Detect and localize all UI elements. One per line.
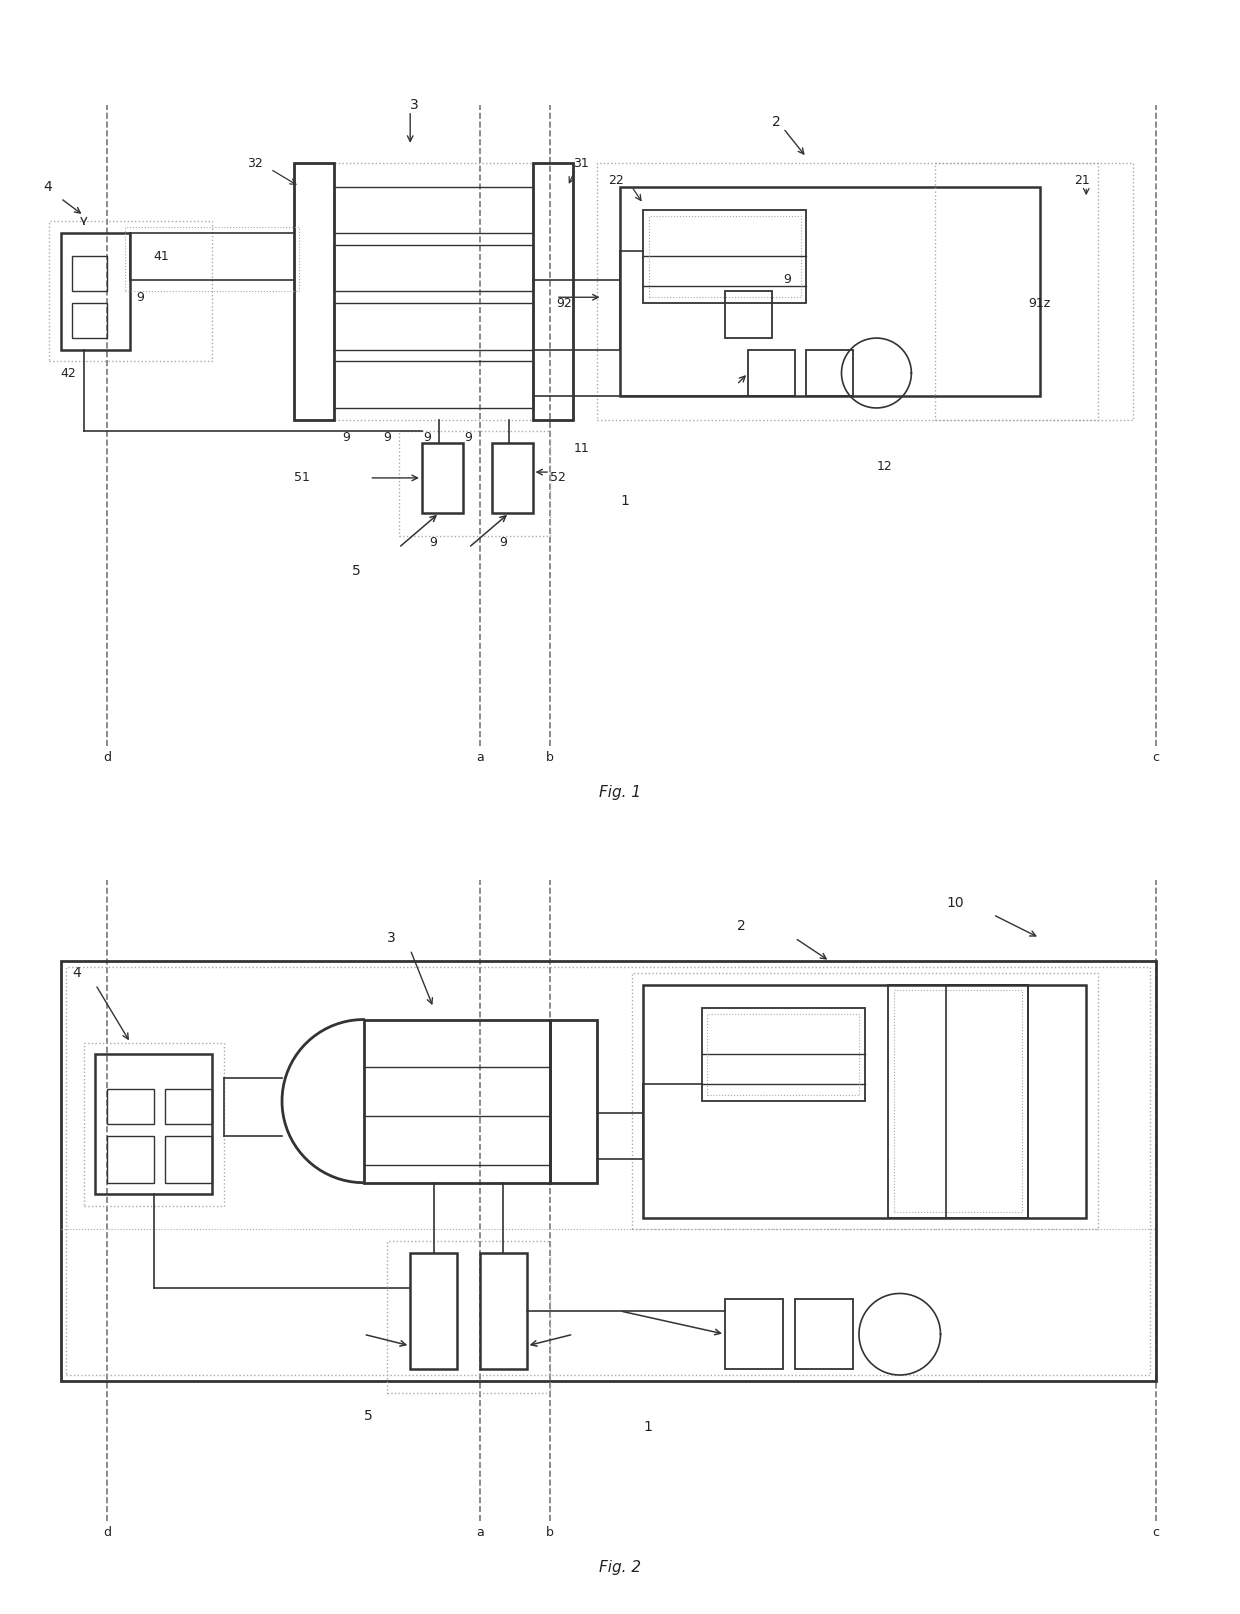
Text: 42: 42 [61, 366, 77, 379]
Text: 1: 1 [644, 1420, 652, 1435]
Text: 22: 22 [609, 174, 624, 187]
Bar [644, 210, 806, 303]
Text: 4: 4 [72, 965, 81, 980]
Text: b: b [546, 751, 554, 763]
Bar [806, 350, 853, 397]
Bar [107, 1089, 154, 1125]
Bar [363, 1020, 551, 1183]
Bar [620, 187, 1039, 397]
Text: 3: 3 [410, 98, 419, 111]
Bar [596, 163, 1133, 420]
Text: 91z: 91z [1028, 297, 1050, 310]
Text: 1: 1 [620, 494, 629, 508]
Text: 9: 9 [424, 431, 432, 444]
Bar [165, 1089, 212, 1125]
Bar [294, 163, 335, 420]
Bar [650, 216, 801, 297]
Text: d: d [103, 1525, 112, 1538]
Text: 51: 51 [294, 471, 310, 484]
Bar [48, 221, 212, 362]
Bar [72, 303, 107, 337]
Bar [480, 1252, 527, 1369]
Text: c: c [1153, 1525, 1159, 1538]
Text: 2: 2 [737, 920, 745, 933]
Bar [66, 967, 1151, 1375]
Text: c: c [1153, 751, 1159, 763]
Text: 9: 9 [465, 431, 472, 444]
Bar [72, 257, 107, 292]
Text: 31: 31 [573, 157, 589, 169]
Text: 9: 9 [342, 431, 350, 444]
Bar [702, 1007, 864, 1101]
Bar [532, 163, 573, 420]
Text: 5: 5 [352, 565, 361, 578]
Bar [335, 303, 532, 350]
Bar [725, 292, 771, 337]
Bar [124, 228, 299, 292]
Text: 9: 9 [429, 536, 438, 549]
Bar [95, 1054, 212, 1194]
Bar [935, 163, 1097, 420]
Text: 3: 3 [387, 931, 396, 944]
Bar [61, 962, 1156, 1382]
Text: Fig. 2: Fig. 2 [599, 1559, 641, 1575]
Text: 9: 9 [383, 431, 391, 444]
Bar [294, 163, 573, 420]
Text: 4: 4 [43, 179, 52, 194]
Text: 10: 10 [946, 896, 963, 910]
Text: 32: 32 [247, 157, 263, 169]
Bar [107, 1136, 154, 1183]
Text: 92: 92 [556, 297, 572, 310]
Text: d: d [103, 751, 112, 763]
Text: 9: 9 [784, 273, 791, 286]
Bar [387, 1241, 551, 1393]
Bar [707, 1014, 859, 1096]
Bar [165, 1136, 212, 1183]
Bar [894, 991, 1022, 1212]
Bar [631, 973, 1097, 1230]
Text: 52: 52 [551, 471, 565, 484]
Text: b: b [546, 1525, 554, 1538]
Bar [84, 1043, 223, 1206]
Text: 5: 5 [363, 1409, 372, 1424]
Bar [888, 985, 1028, 1217]
Text: Fig. 1: Fig. 1 [599, 784, 641, 801]
Bar [410, 1252, 456, 1369]
Text: 41: 41 [154, 250, 170, 263]
Bar [795, 1299, 853, 1369]
Text: 12: 12 [877, 460, 893, 473]
Text: 9: 9 [136, 291, 144, 303]
Bar [335, 245, 532, 292]
Bar [748, 350, 795, 397]
Bar [946, 985, 1028, 1217]
Text: a: a [476, 751, 484, 763]
Bar [422, 442, 463, 513]
Bar [725, 1299, 784, 1369]
Bar [335, 187, 532, 232]
Text: 11: 11 [573, 442, 589, 455]
Bar [551, 1020, 596, 1183]
Bar [492, 442, 532, 513]
Text: 21: 21 [1075, 174, 1090, 187]
Text: 2: 2 [771, 116, 780, 129]
Bar [644, 985, 1086, 1217]
Text: 9: 9 [500, 536, 507, 549]
Text: a: a [476, 1525, 484, 1538]
Bar [398, 431, 551, 536]
Bar [61, 232, 130, 350]
Bar [335, 362, 532, 408]
